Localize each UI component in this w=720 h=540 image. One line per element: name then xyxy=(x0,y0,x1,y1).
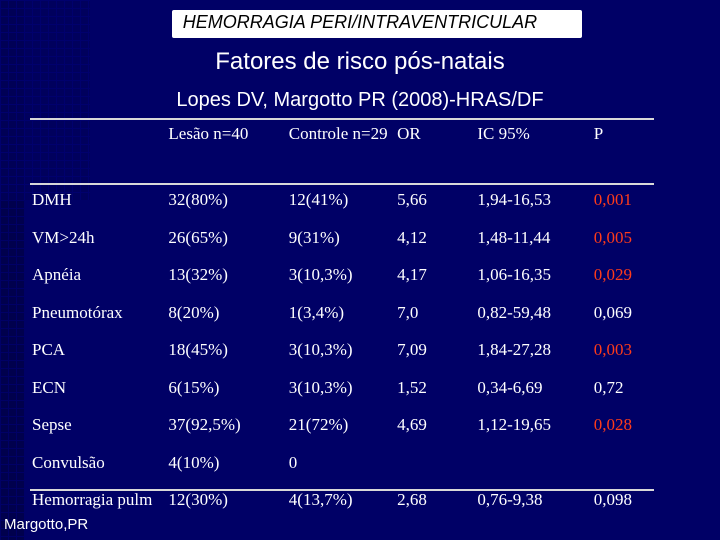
cell-ic: 1,94-16,53 xyxy=(477,190,552,209)
cell-lesao: 32(80%) xyxy=(168,190,228,209)
cell-or: 5,66 xyxy=(397,190,427,209)
header-p: P xyxy=(593,124,604,143)
table-row: Convulsão 4(10%) 0 xyxy=(28,447,658,485)
top-left-decorative-grid xyxy=(0,0,90,200)
table-row: ECN 6(15%) 3(10,3%) 1,52 0,34-6,69 0,72 xyxy=(28,372,658,410)
cell-or: 2,68 xyxy=(397,490,427,509)
cell-lesao: 6(15%) xyxy=(168,377,220,397)
slide-title: HEMORRAGIA PERI/INTRAVENTRICULAR xyxy=(182,12,538,32)
cell-ic: 1,06-16,35 xyxy=(477,265,552,284)
risk-factor-table: Lesão n=40 Controle n=29 OR IC 95% P DMH… xyxy=(28,118,658,536)
cell-factor: VM>24h xyxy=(32,227,95,247)
cell-p: 0,069 xyxy=(593,302,632,322)
cell-p: 0,029 xyxy=(593,265,632,284)
cell-ic: 0,82-59,48 xyxy=(477,302,552,322)
footer-credit: Margotto,PR xyxy=(4,516,89,533)
cell-p: 0,028 xyxy=(593,415,632,434)
cell-or: 4,17 xyxy=(397,265,427,284)
cell-lesao: 13(32%) xyxy=(168,265,228,284)
header-or: OR xyxy=(397,124,421,143)
table-row: Hemorragia pulm 12(30%) 4(13,7%) 2,68 0,76-9… xyxy=(28,484,658,536)
cell-controle: 4(13,7%) xyxy=(288,490,353,509)
cell-ic: 1,84-27,28 xyxy=(477,340,552,359)
cell-p: 0,001 xyxy=(593,190,632,209)
cell-controle: 12(41%) xyxy=(288,190,349,209)
cell-controle: 21(72%) xyxy=(288,415,349,434)
cell-lesao: 8(20%) xyxy=(168,302,220,322)
cell-factor: ECN xyxy=(32,377,66,397)
cell-or xyxy=(393,447,473,485)
title-highlight-box xyxy=(172,10,582,38)
table-bottom-rule xyxy=(30,489,654,491)
table-row: PCA 18(45%) 3(10,3%) 7,09 1,84-27,28 0,003 xyxy=(28,334,658,372)
cell-or: 4,12 xyxy=(397,227,427,247)
cell-p: 0,005 xyxy=(593,227,632,247)
cell-lesao: 12(30%) xyxy=(168,490,228,509)
cell-controle: 9(31%) xyxy=(288,227,340,247)
table-header-row: Lesão n=40 Controle n=29 OR IC 95% P xyxy=(28,118,658,184)
table-body: DMH 32(80%) 12(41%) 5,66 1,94-16,53 0,001 VM>2… xyxy=(28,184,658,536)
table-header-rule xyxy=(30,183,654,185)
cell-lesao: 4(10%) xyxy=(168,452,220,472)
cell-factor: Sepse xyxy=(32,415,72,434)
table-row: Sepse 37(92,5%) 21(72%) 4,69 1,12-19,65 0,028 xyxy=(28,409,658,447)
cell-or: 7,09 xyxy=(397,340,427,359)
cell-or: 1,52 xyxy=(397,377,427,397)
cell-or: 7,0 xyxy=(397,302,419,322)
table-top-rule xyxy=(30,118,654,120)
cell-factor: Convulsão xyxy=(32,452,105,472)
cell-p: 0,72 xyxy=(593,377,624,397)
cell-p: 0,098 xyxy=(593,490,632,509)
table-row: Pneumotórax 8(20%) 1(3,4%) 7,0 0,82-59,48 0,0… xyxy=(28,297,658,335)
cell-controle: 3(10,3%) xyxy=(288,265,353,284)
cell-factor: DMH xyxy=(32,190,72,209)
cell-lesao: 18(45%) xyxy=(168,340,228,359)
cell-ic: 0,34-6,69 xyxy=(477,377,543,397)
header-lesao: Lesão n=40 xyxy=(168,124,249,143)
cell-ic: 1,12-19,65 xyxy=(477,415,552,434)
header-controle: Controle n=29 xyxy=(288,124,388,143)
cell-ic xyxy=(473,447,589,485)
cell-factor: PCA xyxy=(32,340,66,359)
cell-factor: Pneumotórax xyxy=(32,302,123,322)
cell-factor: Apnéia xyxy=(32,265,82,284)
cell-controle: 0 xyxy=(288,452,298,472)
table-row: Apnéia 13(32%) 3(10,3%) 4,17 1,06-16,35 0,029 xyxy=(28,259,658,297)
cell-controle: 3(10,3%) xyxy=(288,340,353,359)
cell-lesao: 26(65%) xyxy=(168,227,228,247)
cell-p: 0,003 xyxy=(593,340,632,359)
slide-subtitle: Fatores de risco pós-natais xyxy=(215,48,505,75)
cell-lesao: 37(92,5%) xyxy=(168,415,241,434)
cell-ic: 0,76-9,38 xyxy=(477,490,543,509)
cell-ic: 1,48-11,44 xyxy=(477,227,551,247)
cell-or: 4,69 xyxy=(397,415,427,434)
header-ic: IC 95% xyxy=(477,124,530,143)
cell-controle: 3(10,3%) xyxy=(288,377,353,397)
slide-citation: Lopes DV, Margotto PR (2008)-HRAS/DF xyxy=(176,89,544,111)
cell-factor: Hemorragia pulm xyxy=(32,490,153,509)
table-row: VM>24h 26(65%) 9(31%) 4,12 1,48-11,44 0,005 xyxy=(28,222,658,260)
table-row: DMH 32(80%) 12(41%) 5,66 1,94-16,53 0,001 xyxy=(28,184,658,222)
cell-controle: 1(3,4%) xyxy=(288,302,345,322)
header-factor xyxy=(28,118,164,184)
cell-p xyxy=(590,447,658,485)
